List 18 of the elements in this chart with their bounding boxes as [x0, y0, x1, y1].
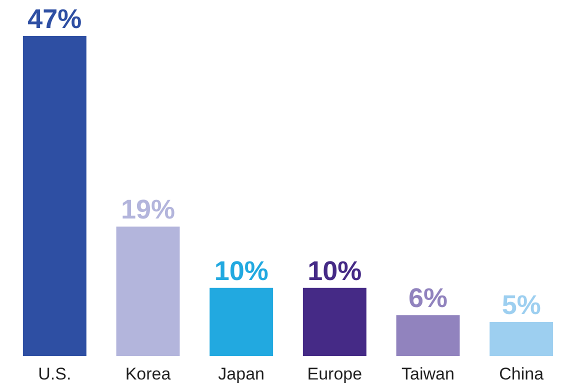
data-label: 10%	[214, 256, 268, 286]
x-tick-label: China	[499, 364, 544, 384]
data-label: 5%	[502, 290, 541, 320]
bar	[302, 288, 366, 356]
data-label: 6%	[408, 283, 448, 314]
x-tick-label: U.S.	[38, 364, 72, 384]
x-tick-label: Taiwan	[402, 364, 454, 384]
bar	[116, 226, 180, 356]
data-label: 47%	[28, 4, 82, 34]
data-label: 10%	[308, 256, 362, 286]
bar	[490, 322, 554, 356]
x-tick-label: Japan	[218, 364, 264, 384]
bar	[396, 315, 460, 356]
x-tick-label: Korea	[125, 364, 172, 384]
x-tick-label: Europe	[307, 364, 362, 384]
data-label: 19%	[120, 194, 176, 225]
bar	[22, 36, 86, 356]
bar	[210, 288, 274, 356]
